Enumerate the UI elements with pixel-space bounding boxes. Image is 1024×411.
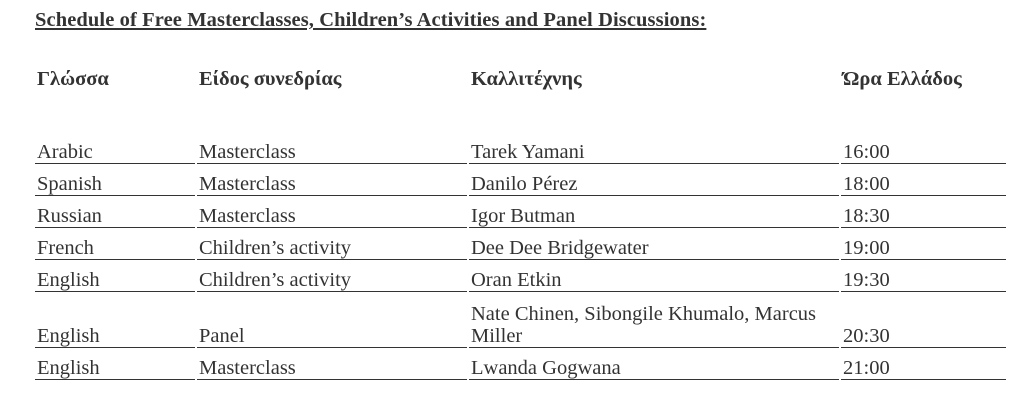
document-title: Schedule of Free Masterclasses, Children…: [35, 9, 707, 31]
cell-session-type: Masterclass: [197, 132, 467, 164]
cell-time: 20:30: [841, 292, 1006, 348]
cell-language: Russian: [35, 196, 195, 228]
cell-language: Spanish: [35, 164, 195, 196]
cell-time: 18:00: [841, 164, 1006, 196]
cell-artist: Oran Etkin: [469, 260, 839, 292]
cell-artist: Lwanda Gogwana: [469, 348, 839, 380]
cell-language: English: [35, 260, 195, 292]
table-row: English Masterclass Lwanda Gogwana 21:00: [35, 348, 1006, 380]
cell-artist: Dee Dee Bridgewater: [469, 228, 839, 260]
cell-language: English: [35, 348, 195, 380]
cell-session-type: Panel: [197, 292, 467, 348]
cell-time: 19:30: [841, 260, 1006, 292]
table-row: Arabic Masterclass Tarek Yamani 16:00: [35, 132, 1006, 164]
cell-artist: Danilo Pérez: [469, 164, 839, 196]
table-header-row: Γλώσσα Είδος συνεδρίας Καλλιτέχνης Ώρα Ε…: [35, 64, 1006, 106]
cell-session-type: Children’s activity: [197, 228, 467, 260]
cell-artist: Nate Chinen, Sibongile Khumalo, Marcus M…: [469, 292, 839, 348]
header-artist: Καλλιτέχνης: [471, 68, 582, 90]
table-row: Russian Masterclass Igor Butman 18:30: [35, 196, 1006, 228]
cell-session-type: Children’s activity: [197, 260, 467, 292]
cell-session-type: Masterclass: [197, 348, 467, 380]
table-row: English Children’s activity Oran Etkin 19:3…: [35, 260, 1006, 292]
table-row: Spanish Masterclass Danilo Pérez 18:00: [35, 164, 1006, 196]
schedule-table: Γλώσσα Είδος συνεδρίας Καλλιτέχνης Ώρα Ε…: [33, 64, 1008, 380]
header-greek-time: Ώρα Ελλάδος: [843, 68, 962, 90]
cell-time: 16:00: [841, 132, 1006, 164]
cell-time: 19:00: [841, 228, 1006, 260]
cell-language: English: [35, 292, 195, 348]
table-row: French Children’s activity Dee Dee Bridgew…: [35, 228, 1006, 260]
header-language: Γλώσσα: [37, 68, 109, 90]
cell-language: French: [35, 228, 195, 260]
cell-language: Arabic: [35, 132, 195, 164]
cell-artist: Tarek Yamani: [469, 132, 839, 164]
cell-artist: Igor Butman: [469, 196, 839, 228]
cell-time: 18:30: [841, 196, 1006, 228]
cell-session-type: Masterclass: [197, 164, 467, 196]
cell-session-type: Masterclass: [197, 196, 467, 228]
header-session-type: Είδος συνεδρίας: [199, 68, 342, 90]
cell-time: 21:00: [841, 348, 1006, 380]
table-row: English Panel Nate Chinen, Sibongile Khuma…: [35, 292, 1006, 348]
